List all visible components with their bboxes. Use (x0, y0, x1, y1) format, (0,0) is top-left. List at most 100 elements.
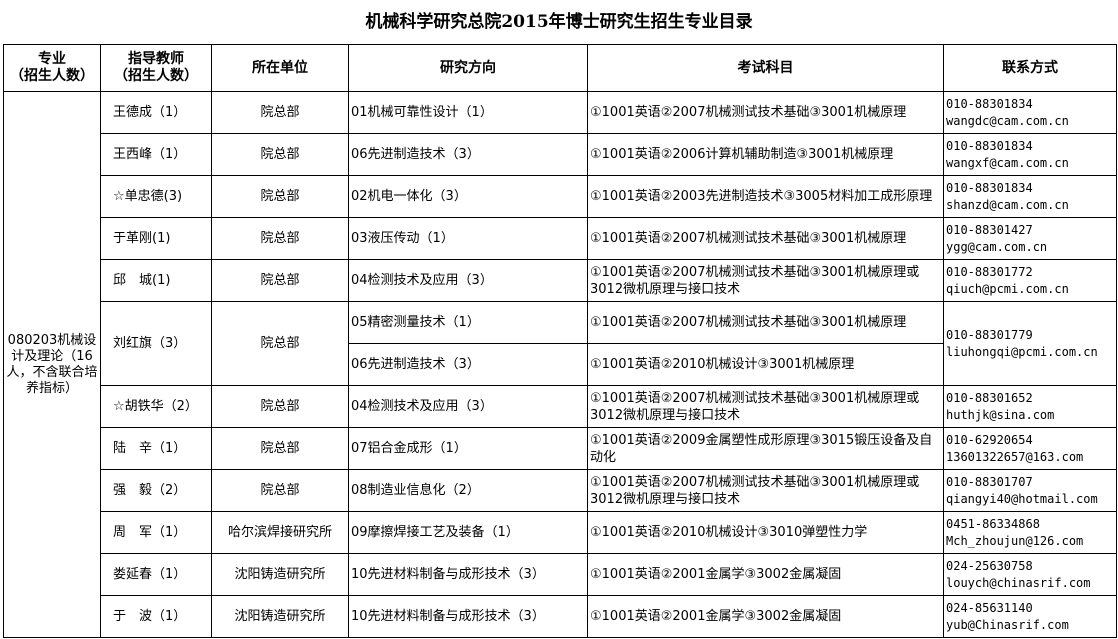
contact-cell: 024-25630758 louych@chinasrif.com (943, 553, 1117, 596)
exam-cell: ①1001英语②2007机械测试技术基础③3001机械原理 (587, 91, 944, 134)
contact-phone: 010-88301779 (946, 327, 1033, 342)
table-row: 娄延春（1） 沈阳铸造研究所 10先进材料制备与成形技术（3） ①1001英语②200… (4, 553, 1117, 596)
table-row: 王西峰（1） 院总部 06先进制造技术（3） ①1001英语②2006计算机辅助制造③… (4, 133, 1117, 176)
contact-cell: 010-88301707 qiangyi40@hotmail.com (943, 469, 1117, 512)
contact-phone: 0451-86334868 (946, 516, 1040, 531)
exam-cell: ①1001英语②2009金属塑性成形原理③3015锻压设备及自动化 (587, 427, 944, 470)
tutor-cell: 娄延春（1） (100, 553, 212, 596)
contact-cell: 010-88301427 ygg@cam.com.cn (943, 217, 1117, 260)
direction-cell: 04检测技术及应用（3） (348, 259, 588, 302)
direction-cell: 02机电一体化（3） (348, 175, 588, 218)
unit-cell: 院总部 (211, 175, 349, 218)
header-label: 专业 （招生人数） (10, 51, 94, 84)
direction-cell: 01机械可靠性设计（1） (348, 91, 588, 134)
direction-cell: 07铝合金成形（1） (348, 427, 588, 470)
contact-cell: 010-88301779 liuhongqi@pcmi.com.cn (943, 301, 1117, 386)
header-label: 考试科目 (737, 59, 794, 76)
table-row: ☆胡铁华（2） 院总部 04检测技术及应用（3） ①1001英语②2007机械测试技术… (4, 385, 1117, 428)
tutor-cell: 周 军（1） (100, 511, 212, 554)
contact-phone: 010-62920654 (946, 432, 1033, 447)
header-label: 研究方向 (440, 59, 496, 76)
contact-phone: 010-88301652 (946, 390, 1033, 405)
header-contact: 联系方式 (943, 44, 1117, 92)
contact-email: qiangyi40@hotmail.com (946, 491, 1098, 506)
contact-cell: 010-88301834 wangxf@cam.com.cn (943, 133, 1117, 176)
exam-cell: ①1001英语②2007机械测试技术基础③3001机械原理或3012微机原理与接… (587, 259, 944, 302)
unit-cell: 沈阳铸造研究所 (211, 595, 349, 638)
table-row: 周 军（1） 哈尔滨焊接研究所 09摩擦焊接工艺及装备（1） ①1001英语②2010… (4, 511, 1117, 554)
contact-email: wangxf@cam.com.cn (946, 155, 1069, 170)
exam-cell: ①1001英语②2007机械测试技术基础③3001机械原理 (587, 217, 944, 260)
admissions-table: 专业 （招生人数） 指导教师 （招生人数） 所在单位 研究方向 考试科目 联系方… (3, 44, 1117, 638)
header-unit: 所在单位 (211, 44, 349, 92)
contact-cell: 010-88301772 qiuch@pcmi.com.cn (943, 259, 1117, 302)
exam-cell: ①1001英语②2010机械设计③3010弹塑性力学 (587, 511, 944, 554)
contact-email: yub@Chinasrif.com (946, 617, 1069, 632)
unit-cell: 哈尔滨焊接研究所 (211, 511, 349, 554)
table-row: 于 波（1） 沈阳铸造研究所 10先进材料制备与成形技术（3） ①1001英语②200… (4, 595, 1117, 638)
tutor-cell: 邱 城(1) (100, 259, 212, 302)
contact-cell: 010-62920654 13601322657@163.com (943, 427, 1117, 470)
contact-phone: 010-88301427 (946, 222, 1033, 237)
contact-email: Mch_zhoujun@126.com (946, 533, 1084, 548)
contact-email: qiuch@pcmi.com.cn (946, 281, 1069, 296)
unit-cell: 院总部 (211, 217, 349, 260)
contact-phone: 024-85631140 (946, 600, 1033, 615)
table-header-row: 专业 （招生人数） 指导教师 （招生人数） 所在单位 研究方向 考试科目 联系方… (3, 44, 1117, 92)
table-row: 080203机械设计及理论（16人，不含联合培养指标） 王德成（1） 院总部 01机械… (3, 91, 1117, 638)
tutor-cell: 刘红旗（3） (100, 301, 212, 386)
unit-cell: 院总部 (211, 133, 349, 176)
unit-cell: 院总部 (211, 385, 349, 428)
exam-cell: ①1001英语②2010机械设计③3001机械原理 (587, 343, 944, 386)
direction-cell: 05精密测量技术（1） (348, 301, 588, 344)
exam-cell: ①1001英语②2006计算机辅助制造③3001机械原理 (587, 133, 944, 176)
contact-phone: 010-88301834 (946, 96, 1033, 111)
page-title: 机械科学研究总院2015年博士研究生招生专业目录 (365, 12, 753, 32)
direction-cell: 09摩擦焊接工艺及装备（1） (348, 511, 588, 554)
exam-cell: ①1001英语②2001金属学③3002金属凝固 (587, 595, 944, 638)
header-label: 联系方式 (1002, 59, 1058, 76)
tutor-cell: 于 波（1） (100, 595, 212, 638)
direction-cell: 04检测技术及应用（3） (348, 385, 588, 428)
contact-email: shanzd@cam.com.cn (946, 197, 1069, 212)
unit-cell: 沈阳铸造研究所 (211, 553, 349, 596)
tutor-cell: 王德成（1） (100, 91, 212, 134)
contact-cell: 010-88301652 huthjk@sina.com (943, 385, 1117, 428)
contact-email: louych@chinasrif.com (946, 575, 1091, 590)
table-row: 强 毅（2） 院总部 08制造业信息化（2） ①1001英语②2007机械测试技术基础… (4, 469, 1117, 512)
contact-email: ygg@cam.com.cn (946, 239, 1048, 254)
header-tutor: 指导教师 （招生人数） (100, 44, 212, 92)
contact-cell: 010-88301834 shanzd@cam.com.cn (943, 175, 1117, 218)
header-direction: 研究方向 (348, 44, 588, 92)
contact-email: 13601322657@163.com (946, 449, 1084, 464)
unit-cell: 院总部 (211, 91, 349, 134)
contact-email: huthjk@sina.com (946, 407, 1055, 422)
header-exams: 考试科目 (587, 44, 944, 92)
direction-cell: 10先进材料制备与成形技术（3） (348, 595, 588, 638)
direction-cell: 03液压传动（1） (348, 217, 588, 260)
major-cell: 080203机械设计及理论（16人，不含联合培养指标） (3, 91, 101, 638)
direction-cell: 10先进材料制备与成形技术（3） (348, 553, 588, 596)
contact-phone: 010-88301707 (946, 474, 1033, 489)
contact-phone: 010-88301834 (946, 180, 1033, 195)
unit-cell: 院总部 (211, 427, 349, 470)
table-row: 刘红旗（3） 院总部 05精密测量技术（1） ①1001英语②2007机械测试技术基础… (4, 301, 1117, 386)
direction-cell: 06先进制造技术（3） (348, 343, 588, 386)
unit-cell: 院总部 (211, 259, 349, 302)
contact-phone: 010-88301834 (946, 138, 1033, 153)
table-row: 于革刚(1) 院总部 03液压传动（1） ①1001英语②2007机械测试技术基础③3… (4, 217, 1117, 260)
tutor-cell: 强 毅（2） (100, 469, 212, 512)
unit-cell: 院总部 (211, 469, 349, 512)
tutor-cell: ☆胡铁华（2） (100, 385, 212, 428)
table-row: 陆 辛（1） 院总部 07铝合金成形（1） ①1001英语②2009金属塑性成形原理③… (4, 427, 1117, 470)
exam-cell: ①1001英语②2001金属学③3002金属凝固 (587, 553, 944, 596)
exam-cell: ①1001英语②2007机械测试技术基础③3001机械原理或3012微机原理与接… (587, 469, 944, 512)
header-major: 专业 （招生人数） (3, 44, 101, 92)
header-label: 指导教师 （招生人数） (114, 51, 198, 84)
contact-phone: 010-88301772 (946, 264, 1033, 279)
table-row: 06先进制造技术（3） ①1001英语②2010机械设计③3001机械原理 (4, 343, 1117, 386)
direction-cell: 06先进制造技术（3） (348, 133, 588, 176)
exam-cell: ①1001英语②2007机械测试技术基础③3001机械原理 (587, 301, 944, 344)
table-row: 邱 城(1) 院总部 04检测技术及应用（3） ①1001英语②2007机械测试技术基… (4, 259, 1117, 302)
contact-phone: 024-25630758 (946, 558, 1033, 573)
